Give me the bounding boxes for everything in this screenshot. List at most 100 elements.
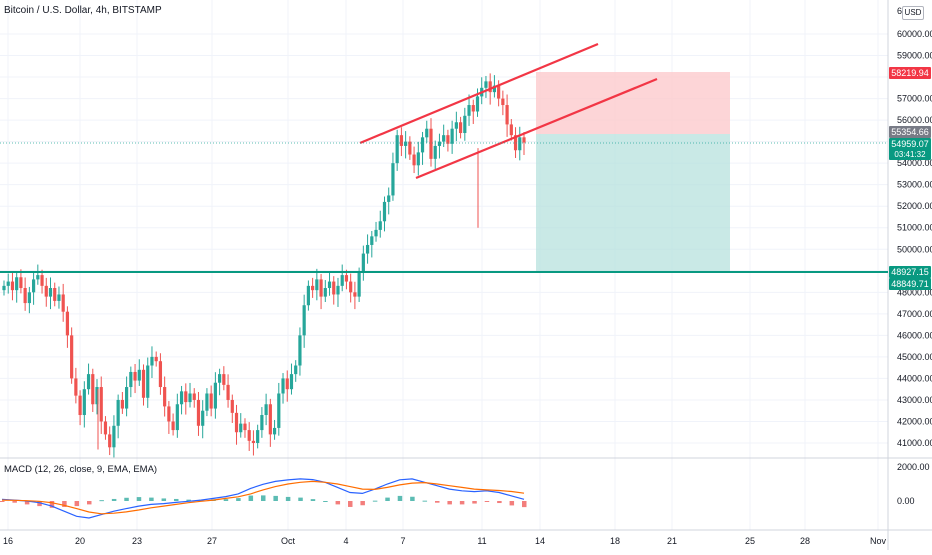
- candle: [382, 196, 387, 232]
- candle: [213, 372, 217, 419]
- target-price-badge: 48849.71: [889, 278, 931, 290]
- price-tick-label: 43000.00: [897, 395, 932, 405]
- candle: [129, 366, 133, 398]
- candle: [454, 111, 458, 142]
- macd-pane[interactable]: [0, 478, 527, 519]
- macd-histogram-bar: [186, 499, 191, 501]
- candle: [463, 107, 467, 141]
- candle: [53, 282, 57, 307]
- macd-histogram-bar: [472, 501, 477, 504]
- time-tick-label: 25: [745, 536, 755, 546]
- macd-histogram-bar: [310, 499, 316, 501]
- price-tick-label: 50000.00: [897, 244, 932, 254]
- price-tick-label: 54000.00: [897, 158, 932, 168]
- candle: [509, 119, 513, 141]
- candle: [294, 360, 298, 382]
- macd-histogram-bar: [323, 501, 328, 502]
- macd-line: [1, 478, 525, 519]
- candle: [108, 426, 112, 456]
- entry-price-badge: 55354.66: [889, 126, 931, 138]
- candle: [48, 277, 53, 310]
- candle: [513, 127, 518, 158]
- time-tick-label: 7: [400, 536, 405, 546]
- price-axis[interactable]: 60000.00 59000.00 57000.00 56000.00 54000.00…: [897, 6, 932, 506]
- macd-histogram-bar: [174, 498, 179, 501]
- candle: [70, 327, 74, 384]
- time-tick-label: 20: [75, 536, 85, 546]
- time-tick-label: 11: [477, 536, 486, 546]
- macd-histogram-bar: [522, 501, 527, 508]
- time-tick-label: 21: [667, 536, 677, 546]
- macd-histogram-bar: [335, 501, 341, 505]
- last-price-badge: 54959.07 03:41:32: [889, 138, 931, 160]
- price-tick-label: 48000.00: [897, 287, 932, 297]
- candle: [188, 382, 192, 408]
- lower-trendline[interactable]: [415, 77, 658, 180]
- time-tick-label: 16: [3, 536, 13, 546]
- macd-histogram-bar: [49, 501, 55, 508]
- candle: [298, 327, 302, 376]
- candle: [74, 367, 78, 404]
- currency-button[interactable]: USD: [902, 6, 924, 20]
- macd-histogram-bar: [87, 501, 92, 505]
- candle: [501, 90, 505, 116]
- candle: [99, 376, 103, 434]
- candle: [353, 281, 357, 310]
- candle: [196, 391, 201, 436]
- stop-loss-zone[interactable]: [536, 72, 730, 134]
- candle: [116, 394, 120, 439]
- macd-legend[interactable]: MACD (12, 26, close, 9, EMA, EMA): [4, 464, 158, 475]
- candle: [505, 94, 509, 137]
- macd-histogram-bar: [99, 500, 104, 502]
- candle: [57, 286, 61, 309]
- stop-price-badge: 58219.94: [889, 67, 931, 79]
- macd-histogram-bar: [223, 499, 229, 501]
- price-tick-label: 47000.00: [897, 309, 932, 319]
- price-tick-label: 52000.00: [897, 201, 932, 211]
- candle: [78, 390, 82, 426]
- candle: [285, 370, 289, 402]
- candle: [378, 210, 382, 238]
- candle: [167, 401, 171, 434]
- candle: [332, 276, 336, 305]
- price-tick-label: 45000.00: [897, 352, 932, 362]
- candle: [218, 368, 222, 396]
- candle: [209, 385, 213, 417]
- candle: [125, 376, 129, 417]
- candle: [340, 264, 344, 292]
- signal-line: [1, 480, 525, 515]
- candle: [374, 221, 378, 242]
- candle: [336, 277, 340, 307]
- candlestick-series: [2, 73, 526, 458]
- candle: [192, 388, 196, 408]
- macd-histogram-bar: [62, 501, 67, 507]
- candle: [311, 277, 315, 298]
- candle: [112, 415, 116, 458]
- candle: [327, 271, 332, 296]
- time-axis[interactable]: 16 20 23 27 Oct 4 7 11 14 18 21 25 28 Nov: [3, 536, 887, 546]
- macd-histogram-bar: [459, 501, 465, 505]
- candle: [61, 283, 65, 322]
- candle: [222, 366, 226, 391]
- symbol-title[interactable]: Bitcoin / U.S. Dollar, 4h, BITSTAMP: [4, 5, 162, 16]
- candle: [370, 230, 374, 258]
- macd-histogram-bar: [0, 501, 5, 502]
- macd-histogram-bar: [136, 497, 142, 501]
- take-profit-zone[interactable]: [536, 134, 730, 272]
- candle: [264, 393, 268, 426]
- candle: [412, 146, 416, 174]
- price-tick-label: 44000.00: [897, 373, 932, 383]
- candle: [154, 351, 158, 367]
- macd-histogram-bar: [435, 501, 440, 503]
- candle: [277, 382, 281, 436]
- time-tick-label: 27: [207, 536, 217, 546]
- candle: [323, 280, 327, 303]
- candle: [6, 273, 10, 294]
- macd-histogram-bar: [236, 498, 241, 501]
- target-price-label: 48849.71: [891, 279, 929, 289]
- upper-trendline[interactable]: [359, 42, 599, 145]
- macd-histogram-bar: [24, 501, 30, 505]
